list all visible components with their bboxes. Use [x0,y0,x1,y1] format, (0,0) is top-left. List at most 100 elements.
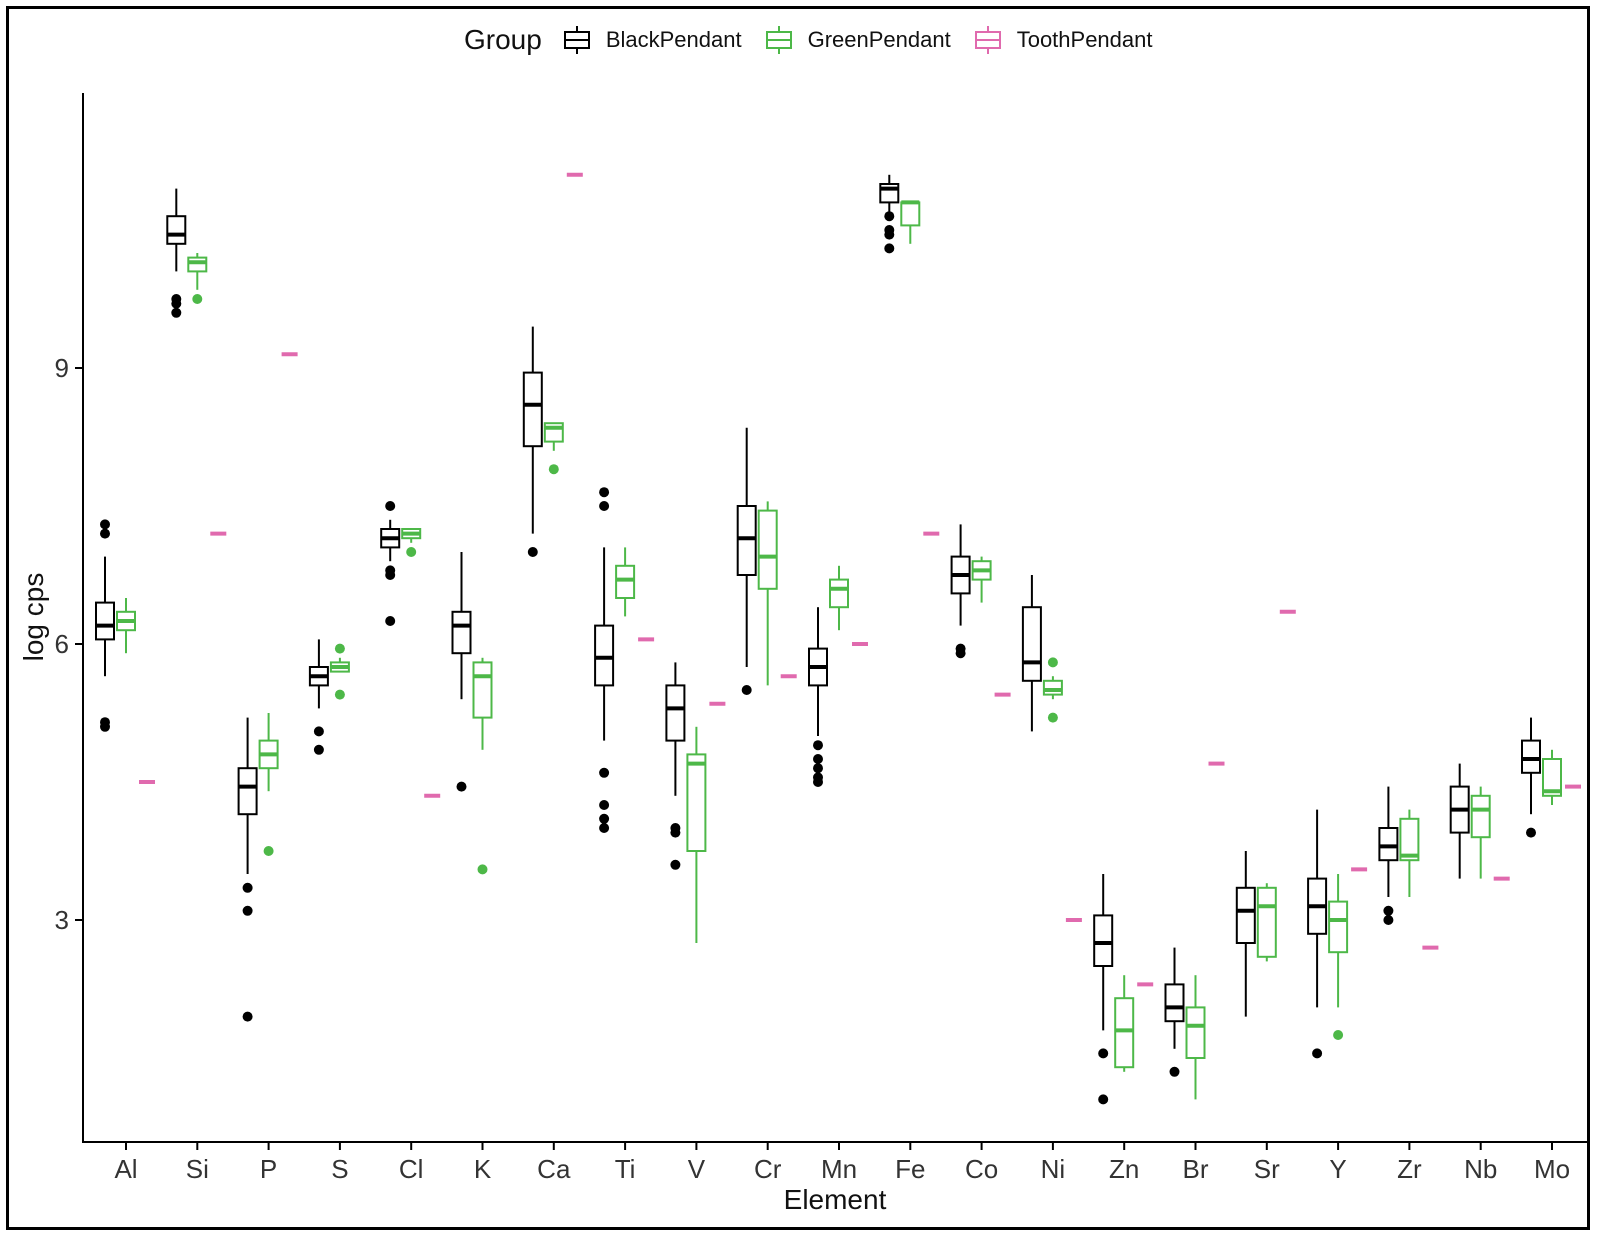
box-iqr [1114,997,1135,1069]
box-iqr [166,215,187,245]
outlier-point [527,547,538,557]
x-tick-label: Mo [1534,1154,1570,1184]
outlier-point [171,307,182,318]
box-BlackPendant-Al [95,519,115,732]
x-tick-label: Cr [754,1154,782,1184]
outlier-point [599,800,610,810]
legend-label-green: GreenPendant [807,27,951,52]
outlier-point [242,882,253,893]
box-iqr [95,601,115,641]
x-tick-label: K [474,1154,492,1184]
box-iqr [665,684,686,742]
box-BlackPendant-Cr [736,427,757,695]
x-tick-label: Zr [1397,1154,1422,1184]
outlier-point [813,772,823,783]
box-iqr [594,624,615,687]
series-BlackPendant [95,174,1541,1105]
box-iqr [900,201,921,227]
box-GreenPendant-Sr [1256,883,1277,962]
box-BlackPendant-Y [1307,809,1328,1059]
outlier-point [334,689,345,700]
box-iqr [451,610,472,655]
box-BlackPendant-Mn [808,607,828,787]
box-GreenPendant-Ti [615,547,636,617]
box-iqr [1042,679,1063,696]
box-iqr [1256,886,1277,958]
outlier-point [1312,1048,1323,1059]
x-tick-label: Zn [1109,1154,1139,1184]
box-GreenPendant-Br [1185,975,1206,1100]
box-iqr [1093,914,1114,968]
x-tick-label: V [688,1154,706,1184]
outlier-point [670,823,681,833]
x-tick-label: Si [186,1154,209,1184]
outlier-point [313,744,324,755]
outlier-point [1098,1048,1109,1059]
box-BlackPendant-Fe [879,174,900,254]
box-BlackPendant-Br [1164,947,1185,1077]
box-iqr [1185,1006,1206,1060]
box-iqr [1470,794,1491,839]
outlier-point [171,294,182,304]
box-BlackPendant-Ti [594,487,615,833]
series-GreenPendant [116,200,1562,1100]
legend-title: Group [464,24,542,55]
outlier-point [599,823,610,833]
figure-frame [6,6,1590,1230]
legend-item-green: GreenPendant [764,25,951,55]
outlier-point [242,905,253,916]
outlier-point [385,616,396,626]
box-BlackPendant-Zr [1378,786,1399,925]
box-BlackPendant-Nb [1449,763,1470,879]
box-iqr [615,564,636,599]
outlier-point [406,547,417,557]
outlier-point [599,813,610,824]
box-BlackPendant-Sr [1235,851,1256,1017]
box-GreenPendant-Ca [543,422,564,475]
legend-item-tooth: ToothPendant [973,25,1152,55]
box-GreenPendant-Y [1328,874,1349,1040]
outlier-point [456,781,467,792]
outlier-point [263,846,274,856]
outlier-point [599,767,610,778]
legend-item-black: BlackPendant [562,25,742,55]
box-GreenPendant-Nb [1470,786,1491,879]
outlier-point [1526,827,1536,838]
x-tick-label: Co [965,1154,998,1184]
outlier-point [813,754,823,764]
box-iqr [1164,983,1185,1023]
box-iqr [1521,739,1541,774]
x-tick-label: Fe [895,1154,925,1184]
box-iqr [522,371,543,448]
box-BlackPendant-Zn [1093,874,1114,1105]
y-tick-label: 6 [55,629,69,659]
y-tick-label: 3 [55,905,69,935]
box-GreenPendant-Cr [757,501,778,686]
x-tick-label: Al [114,1154,137,1184]
box-GreenPendant-Zr [1399,809,1420,897]
y-tick-label: 9 [55,353,69,383]
outlier-point [670,859,681,870]
outlier-point [100,717,110,728]
outlier-point [813,763,823,774]
outlier-point [192,294,203,304]
outlier-point [1047,657,1058,668]
box-GreenPendant-K [472,657,493,875]
box-BlackPendant-Cl [380,501,401,626]
box-iqr [736,505,757,576]
outlier-point [242,1011,253,1022]
box-BlackPendant-Ca [522,326,543,557]
box-GreenPendant-Co [971,556,992,603]
box-GreenPendant-Fe [900,200,921,244]
outlier-point [1383,915,1394,925]
outlier-point [1383,905,1394,916]
x-tick-label: S [331,1154,348,1184]
series-ToothPendant [139,172,1581,987]
legend-label-black: BlackPendant [605,27,742,52]
outlier-point [385,501,396,511]
box-iqr [237,767,258,816]
x-tick-label: Y [1329,1154,1346,1184]
x-tick-label: Mn [821,1154,857,1184]
box-iqr [1378,827,1399,862]
